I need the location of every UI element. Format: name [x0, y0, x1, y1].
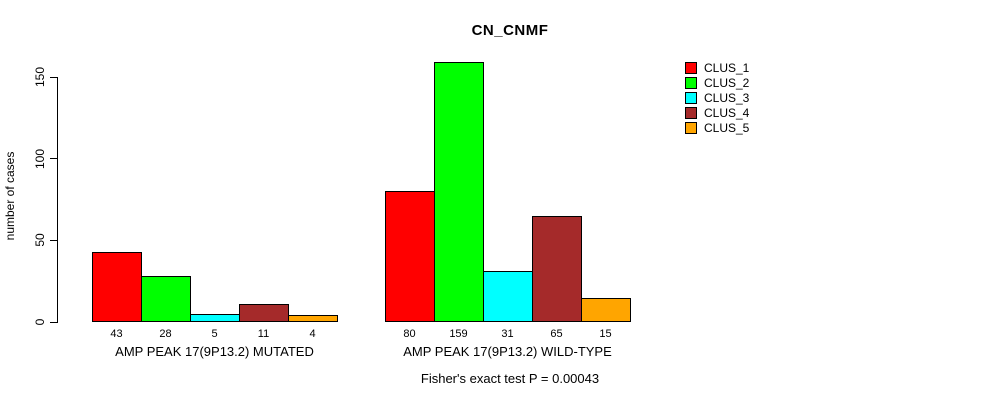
- legend-swatch: [685, 62, 697, 74]
- legend-swatch: [685, 77, 697, 89]
- bar: [141, 276, 191, 322]
- bar-value-label: 11: [257, 328, 270, 340]
- legend-swatch: [685, 92, 697, 104]
- bar: [532, 215, 582, 322]
- legend-swatch: [685, 122, 697, 134]
- bar: [483, 271, 533, 322]
- legend-label: CLUS_1: [704, 61, 750, 75]
- y-tick-label: 150: [33, 66, 47, 88]
- legend-label: CLUS_4: [704, 106, 750, 120]
- y-axis-line: [57, 77, 58, 323]
- y-axis-label: number of cases: [3, 151, 17, 241]
- y-tick-label: 0: [33, 318, 47, 326]
- y-tick-mark: [50, 321, 57, 323]
- bar-value-label: 65: [550, 328, 563, 340]
- bar: [190, 313, 240, 322]
- group-label: AMP PEAK 17(9P13.2) WILD-TYPE: [403, 344, 612, 359]
- bar: [92, 251, 142, 322]
- y-tick-mark: [50, 158, 57, 160]
- bar-value-label: 15: [599, 328, 612, 340]
- bar-value-label: 43: [110, 328, 123, 340]
- fisher-test-note: Fisher's exact test P = 0.00043: [420, 371, 600, 386]
- bar: [581, 297, 631, 322]
- y-tick-mark: [50, 76, 57, 78]
- legend-label: CLUS_2: [704, 76, 750, 90]
- group-label: AMP PEAK 17(9P13.2) MUTATED: [115, 344, 314, 359]
- bar-value-label: 28: [159, 328, 172, 340]
- bar-value-label: 4: [309, 328, 316, 340]
- bar: [434, 62, 484, 322]
- y-tick-mark: [50, 239, 57, 241]
- legend-label: CLUS_3: [704, 91, 750, 105]
- bar: [385, 191, 435, 322]
- bar-value-label: 31: [501, 328, 514, 340]
- legend-label: CLUS_5: [704, 121, 750, 135]
- bar-value-label: 5: [211, 328, 218, 340]
- bar: [239, 304, 289, 322]
- y-tick-label: 100: [33, 148, 47, 169]
- legend-swatch: [685, 107, 697, 119]
- bar: [288, 315, 338, 322]
- bar-value-label: 159: [449, 328, 468, 340]
- bar-value-label: 80: [403, 328, 416, 340]
- y-tick-label: 50: [33, 233, 47, 248]
- chart-title: CN_CNMF: [471, 22, 549, 39]
